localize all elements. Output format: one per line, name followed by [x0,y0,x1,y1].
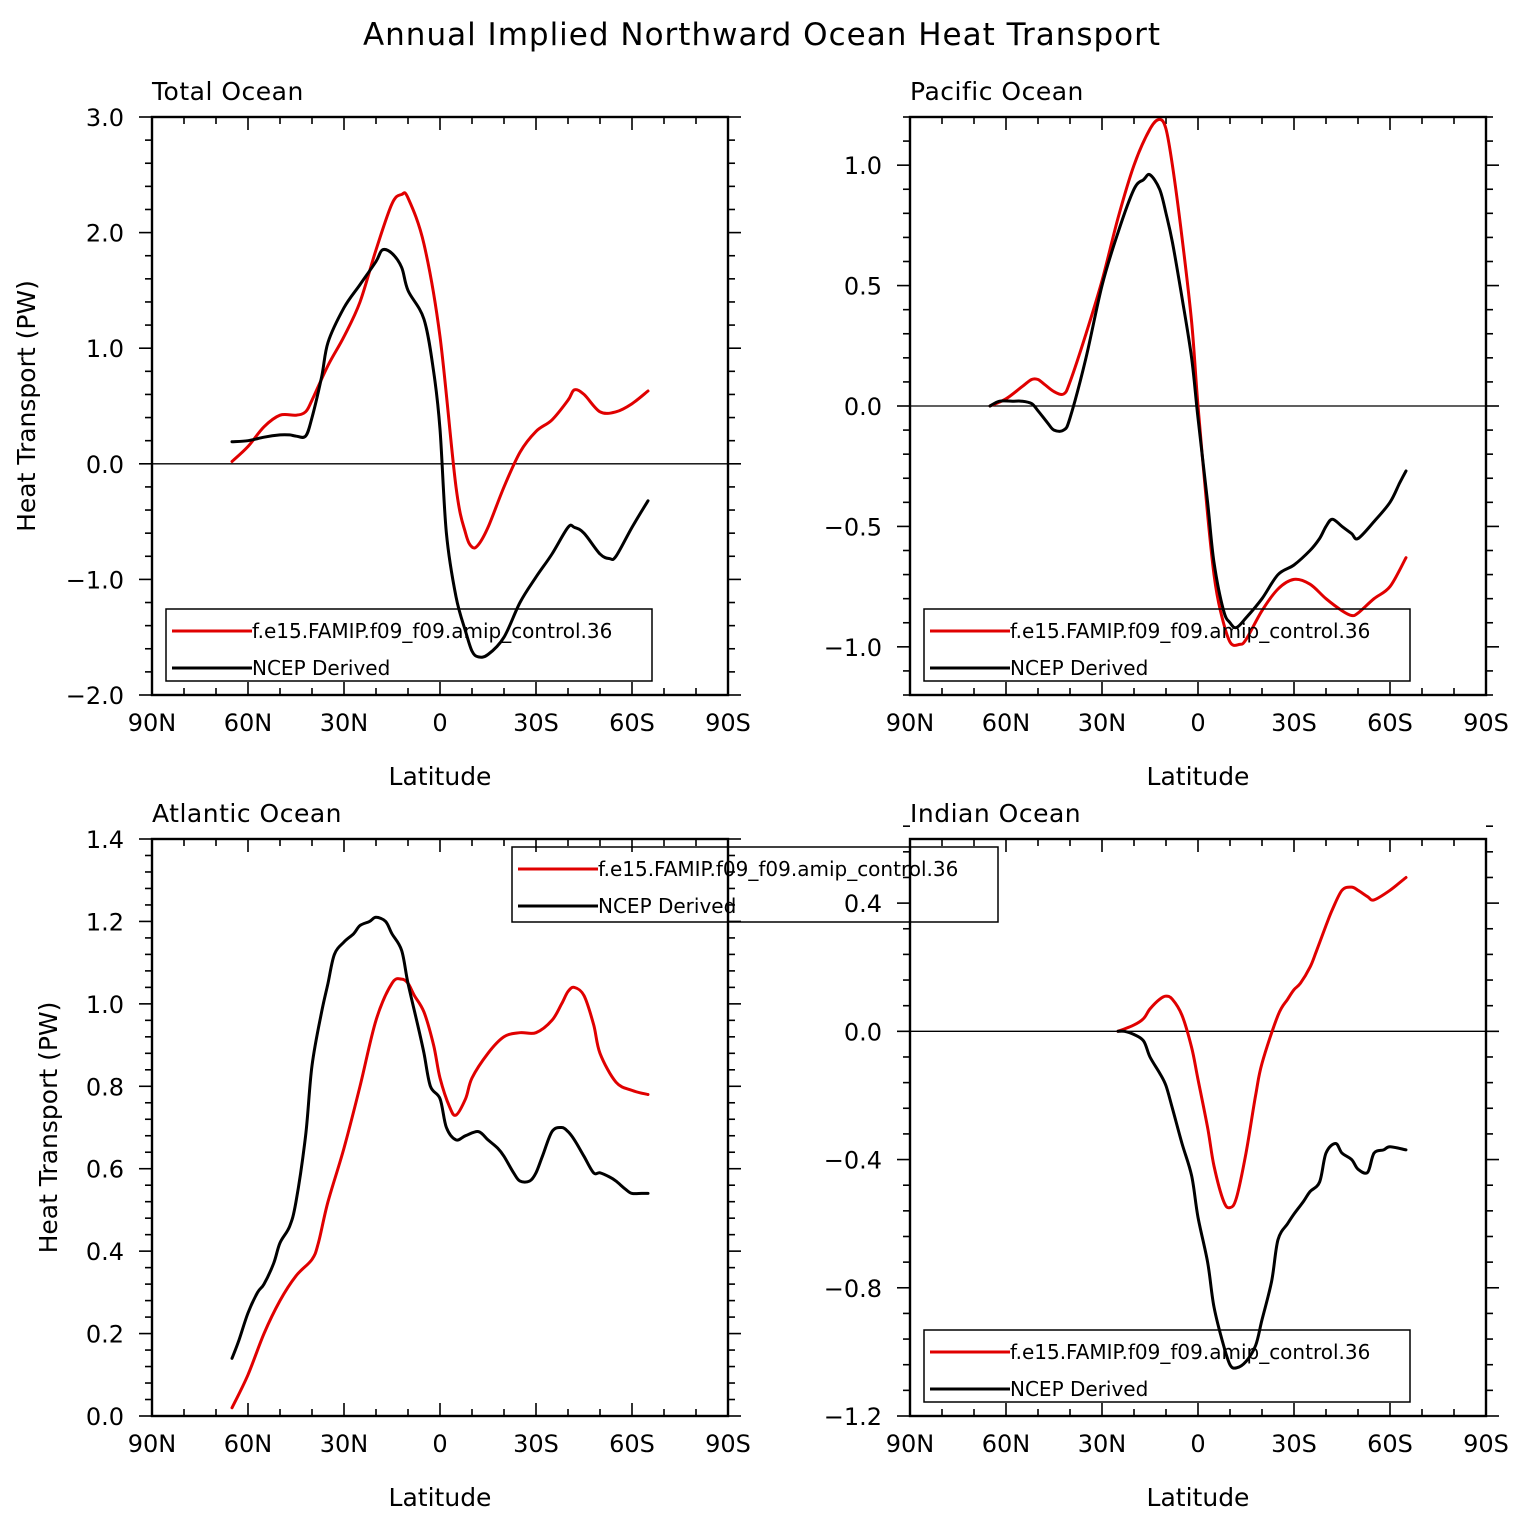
y-tick-label: 1.0 [844,152,882,180]
y-tick-label: −0.5 [824,513,882,541]
x-tick-label: 90N [886,1430,935,1458]
y-axis-label: Heat Transport (PW) [12,280,41,532]
panel-2: Atlantic Ocean 90N 60N 30N 0 30S 60S 90S 0.0 0.2 0… [34,799,999,1512]
series-line-1 [1116,1029,1408,1370]
panel-0: Total Ocean 90N 60N 30N 0 30S 60S 90S −2.0 −1.0 0.… [12,77,751,791]
x-axis-label: Latitude [1147,762,1250,791]
y-tick-label: −2.0 [66,682,124,710]
x-tick-label: 30S [513,709,559,737]
x-tick-label: 60N [982,709,1031,737]
x-tick-label: 60S [609,1430,655,1458]
y-tick-label: 0.0 [86,1403,124,1431]
y-tick-label: 0.0 [844,393,882,421]
x-tick-label: 0 [1190,709,1205,737]
legend: f.e15.FAMIP.f09_f09.amip_control.36 NCEP … [165,608,653,682]
x-tick-label: 90S [705,709,751,737]
legend-label-0: f.e15.FAMIP.f09_f09.amip_control.36 [1010,1340,1370,1364]
y-tick-label: −0.4 [824,1147,882,1175]
y-tick-label: 0.8 [86,1073,124,1101]
x-tick-label: 60S [1367,709,1413,737]
legend: f.e15.FAMIP.f09_f09.amip_control.36 NCEP … [511,846,999,923]
x-tick-label: 90N [128,709,177,737]
x-tick-label: 90N [128,1430,177,1458]
plot-frame [150,115,730,697]
y-tick-label: 0.4 [844,890,882,918]
y-tick-label: 0.0 [86,451,124,479]
x-tick-label: 30N [320,1430,369,1458]
legend-box [511,846,999,923]
x-tick-label: 60N [224,709,273,737]
series-line-1 [230,915,650,1360]
legend-label-0: f.e15.FAMIP.f09_f09.amip_control.36 [1010,619,1370,643]
legend-label-1: NCEP Derived [252,656,390,680]
panels: Total Ocean 90N 60N 30N 0 30S 60S 90S −2.0 −1.0 0.… [12,77,1509,1512]
x-tick-label: 30S [1271,709,1317,737]
y-tick-label: 2.0 [86,220,124,248]
x-tick-label: 30N [1078,709,1127,737]
y-tick-label: −0.8 [824,1275,882,1303]
x-axis-label: Latitude [1147,1483,1250,1512]
x-tick-label: 0 [1190,1430,1205,1458]
x-tick-label: 0 [432,709,447,737]
panel-title: Pacific Ocean [910,77,1084,106]
x-tick-label: 60S [1367,1430,1413,1458]
legend-box [165,608,653,682]
panel-3: Indian Ocean 90N 60N 30N 0 30S 60S 90S −1.2 −0.8 −… [824,799,1509,1512]
figure-title: Annual Implied Northward Ocean Heat Tran… [363,17,1161,53]
y-tick-label: 1.0 [86,335,124,363]
y-tick-label: 0.0 [844,1018,882,1046]
series-line-0 [230,191,650,550]
x-tick-label: 90N [886,709,935,737]
y-tick-label: 1.0 [86,991,124,1019]
panel-title: Total Ocean [151,77,304,106]
legend: f.e15.FAMIP.f09_f09.amip_control.36 NCEP … [923,608,1411,682]
x-tick-label: 30S [513,1430,559,1458]
y-tick-label: 0.4 [86,1238,124,1266]
legend-label-1: NCEP Derived [598,894,736,918]
series-line-0 [988,117,1408,647]
y-tick-label: −1.0 [824,634,882,662]
legend: f.e15.FAMIP.f09_f09.amip_control.36 NCEP … [923,1329,1411,1403]
y-tick-label: 1.4 [86,826,124,854]
y-tick-label: 0.2 [86,1321,124,1349]
plot-frame [908,115,1488,697]
y-tick-label: −1.0 [66,566,124,594]
series-line-1 [988,172,1408,630]
panel-title: Indian Ocean [910,799,1081,828]
x-tick-label: 30N [320,709,369,737]
series-line-0 [230,977,650,1410]
legend-label-1: NCEP Derived [1010,656,1148,680]
y-tick-label: 0.6 [86,1156,124,1184]
legend-box [923,608,1411,682]
x-tick-label: 90S [1463,1430,1509,1458]
x-axis-label: Latitude [389,1483,492,1512]
panel-title: Atlantic Ocean [152,799,342,828]
x-axis-label: Latitude [389,762,492,791]
x-tick-label: 0 [432,1430,447,1458]
panel-1: Pacific Ocean 90N 60N 30N 0 30S 60S 90S −1.0 −0.5… [824,77,1509,791]
x-tick-label: 60S [609,709,655,737]
x-tick-label: 30N [1078,1430,1127,1458]
y-tick-label: 1.2 [86,908,124,936]
x-tick-label: 60N [224,1430,273,1458]
x-tick-label: 60N [982,1430,1031,1458]
y-axis-label: Heat Transport (PW) [34,1002,63,1254]
x-tick-label: 90S [705,1430,751,1458]
legend-label-1: NCEP Derived [1010,1377,1148,1401]
legend-box [923,1329,1411,1403]
y-tick-label: −1.2 [824,1403,882,1431]
legend-label-0: f.e15.FAMIP.f09_f09.amip_control.36 [598,857,958,881]
legend-label-0: f.e15.FAMIP.f09_f09.amip_control.36 [252,619,612,643]
plot-frame [908,837,1488,1418]
plot-frame [150,837,730,1418]
x-tick-label: 30S [1271,1430,1317,1458]
series-line-1 [230,247,650,659]
x-tick-label: 90S [1463,709,1509,737]
y-tick-label: 0.5 [844,273,882,301]
series-line-0 [1116,876,1408,1210]
y-tick-label: 3.0 [86,104,124,132]
